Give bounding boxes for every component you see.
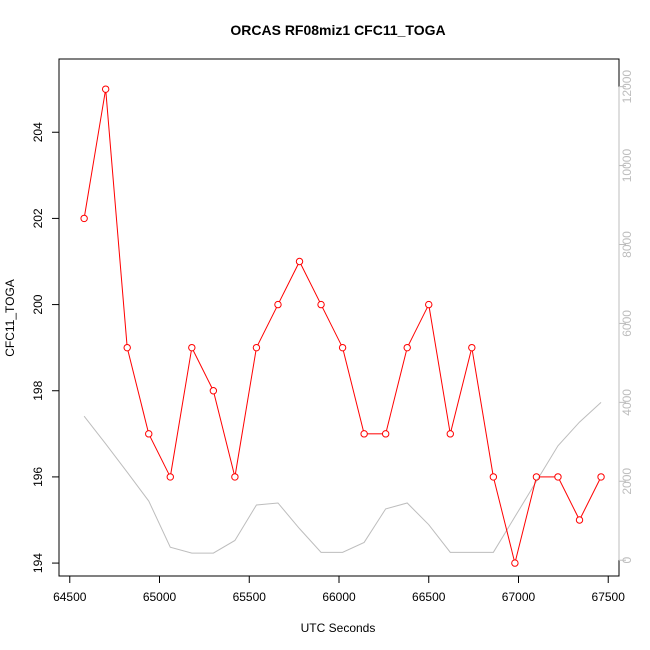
chart-title: ORCAS RF08miz1 CFC11_TOGA bbox=[230, 22, 445, 38]
primary-series-segment bbox=[342, 350, 364, 431]
primary-series-segment bbox=[278, 264, 299, 302]
y-left-tick-label: 196 bbox=[31, 467, 45, 487]
primary-series-point bbox=[338, 343, 347, 352]
y-left-tick-label: 198 bbox=[31, 380, 45, 400]
primary-series-segment bbox=[580, 479, 601, 518]
plot-frame bbox=[58, 58, 620, 577]
primary-series-segment bbox=[170, 350, 192, 474]
primary-series-segment bbox=[558, 479, 579, 518]
y-right-tick-label: 4000 bbox=[620, 389, 634, 416]
primary-series-point bbox=[145, 430, 153, 438]
x-tick-label: 67000 bbox=[502, 590, 536, 604]
x-tick-label: 66500 bbox=[412, 590, 446, 604]
primary-series-point bbox=[252, 343, 261, 352]
primary-series-point bbox=[295, 257, 304, 266]
primary-series-point bbox=[554, 473, 562, 481]
y-right-tick-label: 10000 bbox=[620, 149, 634, 183]
primary-series-segment bbox=[515, 479, 537, 561]
y-left-tick-label: 194 bbox=[31, 553, 45, 573]
primary-series-segment bbox=[234, 350, 257, 474]
x-axis-label: UTC Seconds bbox=[301, 621, 376, 635]
primary-series-point bbox=[274, 300, 282, 309]
primary-series-point bbox=[209, 387, 218, 395]
primary-series-segment bbox=[127, 350, 149, 431]
primary-series-point bbox=[188, 343, 196, 352]
x-tick-label: 65500 bbox=[233, 590, 267, 604]
primary-series-segment bbox=[213, 393, 235, 474]
primary-series-point bbox=[403, 343, 411, 352]
y-axis-left: 194 196 198 200 202 204 bbox=[31, 122, 60, 573]
primary-series-segment bbox=[257, 307, 277, 346]
y-right-tick-label: 8000 bbox=[620, 231, 634, 258]
primary-series-point bbox=[425, 300, 433, 309]
primary-series-segment bbox=[493, 479, 515, 561]
primary-series-point bbox=[575, 516, 584, 524]
primary-series-segment bbox=[84, 92, 106, 216]
primary-series-point bbox=[511, 559, 519, 567]
primary-series-point bbox=[80, 214, 88, 223]
y-right-tick-label: 12000 bbox=[620, 70, 634, 104]
primary-series-segment bbox=[322, 307, 342, 346]
primary-series-segment bbox=[428, 307, 451, 431]
primary-series-point bbox=[489, 473, 498, 481]
x-tick-label: 65000 bbox=[143, 590, 177, 604]
primary-series-point bbox=[468, 343, 476, 352]
x-axis: 64500 65000 65500 66000 66500 67000 67500 bbox=[53, 575, 626, 604]
y-right-tick-label: 2000 bbox=[620, 468, 634, 495]
primary-series-point bbox=[532, 473, 541, 481]
primary-series-segment bbox=[192, 350, 213, 389]
y-left-tick-label: 202 bbox=[31, 208, 45, 228]
primary-series-segment bbox=[408, 307, 428, 346]
y-right-tick-label: 6000 bbox=[620, 310, 634, 337]
primary-series-segment bbox=[105, 92, 128, 345]
primary-series-point bbox=[446, 430, 454, 438]
secondary-series-line bbox=[83, 401, 602, 554]
y-left-tick-label: 204 bbox=[31, 122, 45, 142]
primary-series-point bbox=[123, 343, 131, 352]
primary-series-point bbox=[101, 85, 110, 93]
x-tick-label: 67500 bbox=[592, 590, 626, 604]
primary-series-point bbox=[166, 473, 174, 481]
primary-series-segment bbox=[300, 264, 321, 302]
primary-series-point bbox=[231, 473, 239, 481]
primary-series-segment bbox=[471, 350, 494, 474]
y-axis-right: 0 2000 4000 6000 8000 10000 12000 bbox=[618, 70, 634, 564]
x-tick-label: 66000 bbox=[322, 590, 356, 604]
primary-series-point bbox=[317, 300, 325, 309]
primary-series-point bbox=[381, 430, 390, 438]
x-tick-label: 64500 bbox=[53, 590, 87, 604]
y-left-tick-label: 200 bbox=[31, 294, 45, 314]
primary-series-point bbox=[597, 473, 605, 481]
primary-series-segment bbox=[385, 350, 407, 431]
y-right-tick-label: 0 bbox=[620, 557, 634, 564]
series-layer bbox=[80, 85, 605, 567]
primary-series-segment bbox=[450, 350, 472, 431]
primary-series-segment bbox=[149, 436, 170, 475]
primary-series-point bbox=[360, 430, 368, 438]
y-axis-label: CFC11_TOGA bbox=[3, 279, 17, 357]
